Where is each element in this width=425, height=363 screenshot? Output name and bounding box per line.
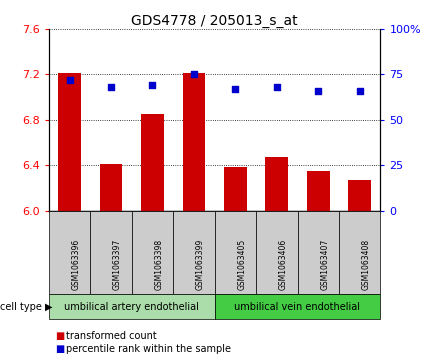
Text: GSM1063405: GSM1063405: [238, 239, 246, 290]
Bar: [141, 114, 164, 211]
Bar: [99, 164, 122, 211]
Text: transformed count: transformed count: [66, 331, 157, 341]
Bar: [58, 73, 81, 211]
Point: [315, 88, 322, 94]
Text: GSM1063399: GSM1063399: [196, 239, 205, 290]
Point: [273, 84, 280, 90]
Bar: [307, 171, 330, 211]
Text: GSM1063407: GSM1063407: [320, 239, 329, 290]
Title: GDS4778 / 205013_s_at: GDS4778 / 205013_s_at: [131, 14, 298, 28]
Text: umbilical artery endothelial: umbilical artery endothelial: [64, 302, 199, 312]
Point: [232, 86, 239, 92]
Text: umbilical vein endothelial: umbilical vein endothelial: [235, 302, 360, 312]
Text: GSM1063397: GSM1063397: [113, 239, 122, 290]
Text: GSM1063398: GSM1063398: [155, 239, 164, 290]
Point: [66, 77, 73, 83]
Bar: [224, 167, 247, 211]
Bar: [182, 73, 205, 211]
Bar: [265, 157, 288, 211]
Text: ■: ■: [55, 344, 65, 354]
Text: ■: ■: [55, 331, 65, 341]
Point: [356, 88, 363, 94]
Text: cell type ▶: cell type ▶: [0, 302, 53, 312]
Point: [149, 82, 156, 88]
Point: [190, 72, 197, 77]
Text: GSM1063406: GSM1063406: [279, 239, 288, 290]
Bar: [348, 180, 371, 211]
Text: GSM1063396: GSM1063396: [72, 239, 81, 290]
Text: GSM1063408: GSM1063408: [362, 239, 371, 290]
Text: percentile rank within the sample: percentile rank within the sample: [66, 344, 231, 354]
Point: [108, 84, 114, 90]
